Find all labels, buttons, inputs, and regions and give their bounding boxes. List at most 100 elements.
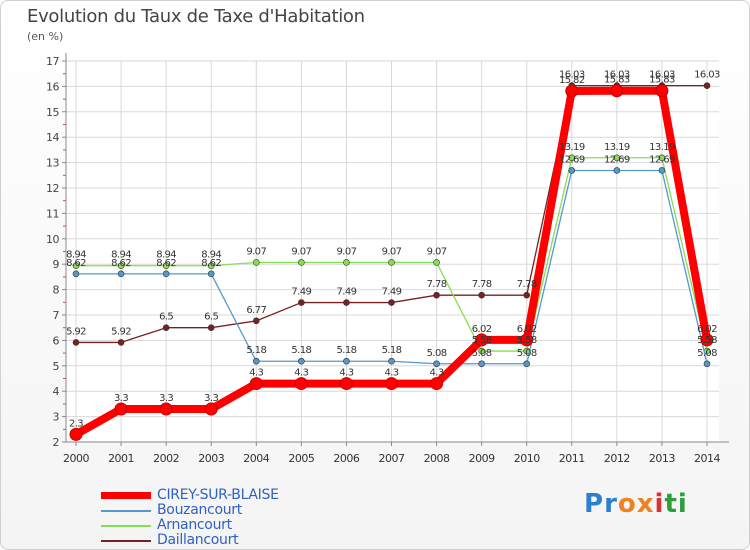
y-tick-label: 9 [53, 258, 60, 271]
data-point [72, 262, 80, 270]
data-point [433, 259, 440, 266]
legend-swatch-cirey [101, 492, 151, 499]
data-point [388, 299, 395, 306]
data-point [162, 324, 170, 332]
data-label: 13.19 [604, 142, 630, 153]
data-label: 7.49 [382, 287, 402, 298]
data-point [343, 259, 350, 266]
data-point [117, 339, 125, 346]
data-label: 13.19 [649, 142, 675, 153]
data-label: 12.69 [604, 154, 630, 165]
data-label: 6.5 [159, 312, 173, 323]
data-point [69, 427, 83, 441]
data-point [162, 262, 170, 270]
data-label: 8.94 [156, 250, 176, 261]
data-point [343, 357, 350, 365]
data-point [252, 259, 260, 266]
data-point [388, 357, 395, 365]
data-label: 3.3 [114, 393, 128, 404]
data-point [339, 377, 353, 391]
data-label: 16.03 [649, 70, 675, 81]
data-point [294, 377, 308, 391]
data-label: 5.18 [246, 345, 266, 356]
data-point [658, 154, 666, 162]
logo-letter: o [617, 489, 637, 519]
proxiti-logo: Proxiti [584, 489, 688, 519]
y-tick-label: 3 [53, 411, 60, 424]
legend-label-arnancourt: Arnancourt [157, 517, 232, 533]
legend-label-daillancourt: Daillancourt [157, 532, 239, 548]
x-tick-label: 2007 [379, 452, 405, 465]
data-label: 8.62 [156, 258, 176, 269]
data-point [565, 84, 579, 98]
data-label: 9.07 [382, 246, 402, 257]
logo-letter: i [654, 489, 665, 519]
data-label: 5.18 [336, 345, 356, 356]
data-point [478, 291, 485, 299]
data-point [613, 167, 621, 174]
data-point [252, 317, 260, 325]
data-point [114, 402, 128, 416]
data-label: 6.02 [517, 324, 537, 335]
data-point [252, 357, 260, 365]
legend-swatch-arnancourt [101, 525, 151, 527]
data-label: 8.94 [201, 250, 221, 261]
y-tick-label: 11 [46, 207, 59, 220]
data-label: 16.03 [559, 70, 585, 81]
data-point [478, 360, 485, 368]
logo-letter: t [664, 489, 678, 519]
data-label: 5.58 [472, 335, 492, 346]
x-tick-label: 2010 [514, 452, 540, 465]
data-point [204, 402, 218, 416]
x-tick-label: 2009 [469, 452, 495, 465]
data-label: 4.3 [384, 368, 398, 379]
data-label: 3.3 [204, 393, 218, 404]
y-tick-label: 6 [53, 334, 60, 347]
logo-letter: x [636, 489, 655, 519]
data-point [568, 167, 576, 174]
x-tick-label: 2011 [559, 452, 585, 465]
x-tick-label: 2004 [243, 452, 269, 465]
x-tick-label: 2014 [694, 452, 720, 465]
data-point [343, 299, 350, 306]
y-tick-label: 2 [53, 436, 60, 449]
chart-title: Evolution du Taux de Taxe d'Habitation [27, 6, 365, 27]
data-point [475, 333, 489, 347]
data-point [433, 291, 440, 299]
data-label: 5.08 [472, 348, 492, 359]
data-point [655, 84, 669, 98]
x-tick-label: 2005 [288, 452, 314, 465]
data-point [162, 270, 170, 278]
x-tick-label: 2002 [153, 452, 179, 465]
data-label: 8.94 [111, 250, 131, 261]
data-point [520, 333, 534, 347]
data-point [433, 360, 440, 368]
data-label: 7.78 [517, 279, 537, 290]
data-point [159, 402, 173, 416]
y-tick-label: 16 [46, 80, 59, 93]
data-point [568, 154, 576, 162]
data-point [117, 270, 125, 278]
x-tick-label: 2003 [198, 452, 224, 465]
data-label: 12.69 [559, 154, 585, 165]
data-point [207, 324, 215, 332]
data-point [478, 347, 485, 355]
y-tick-label: 5 [53, 360, 60, 373]
x-tick-label: 2000 [63, 452, 89, 465]
data-label: 15.82 [559, 75, 585, 86]
legend-swatch-bouzancourt [101, 510, 151, 512]
legend-label-cirey: CIREY-SUR-BLAISE [157, 487, 279, 503]
data-label: 4.3 [249, 368, 263, 379]
data-label: 16.03 [604, 70, 630, 81]
y-tick-label: 13 [46, 157, 59, 170]
data-label: 5.58 [697, 335, 717, 346]
data-label: 7.78 [472, 279, 492, 290]
data-label: 5.92 [66, 326, 86, 337]
data-point [610, 84, 624, 98]
data-label: 2.3 [69, 418, 83, 429]
data-point [703, 360, 711, 368]
data-point [72, 339, 80, 346]
logo-letter: P [584, 489, 605, 519]
data-label: 9.07 [427, 246, 447, 257]
